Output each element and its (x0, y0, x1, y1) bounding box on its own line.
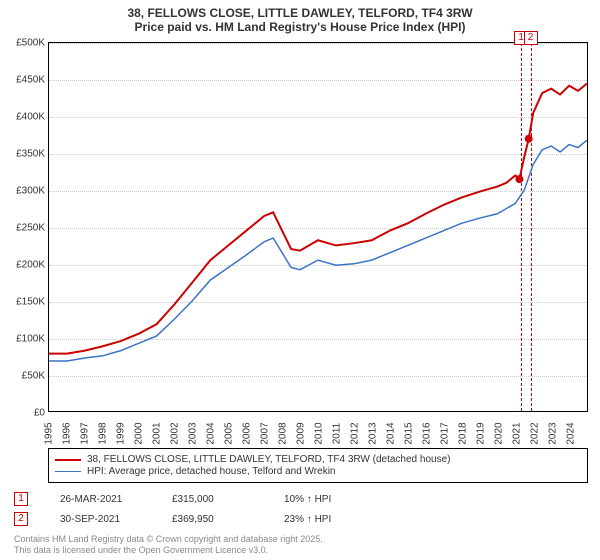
x-tick-label: 1998 (98, 422, 109, 444)
y-tick-label: £500K (1, 38, 45, 49)
footer-line-2: This data is licensed under the Open Gov… (14, 545, 323, 556)
chart-lines (49, 43, 587, 411)
legend-swatch (55, 471, 81, 472)
x-tick-label: 2005 (224, 422, 235, 444)
x-tick-label: 2006 (242, 422, 253, 444)
sale-price: £315,000 (172, 494, 252, 505)
legend-row: 38, FELLOWS CLOSE, LITTLE DAWLEY, TELFOR… (55, 454, 581, 465)
x-tick-label: 2021 (512, 422, 523, 444)
sale-date: 26-MAR-2021 (60, 494, 140, 505)
sale-point (525, 135, 533, 143)
x-tick-label: 2016 (422, 422, 433, 444)
sale-delta: 23% ↑ HPI (284, 514, 364, 525)
sale-index: 2 (14, 512, 28, 526)
sale-date: 30-SEP-2021 (60, 514, 140, 525)
legend-swatch (55, 459, 81, 461)
sale-row: 2 30-SEP-2021 £369,950 23% ↑ HPI (14, 512, 364, 526)
legend-label: HPI: Average price, detached house, Telf… (87, 466, 336, 477)
x-tick-label: 2020 (494, 422, 505, 444)
y-tick-label: £150K (1, 297, 45, 308)
series-line-property (49, 83, 587, 353)
footer: Contains HM Land Registry data © Crown c… (14, 534, 323, 556)
x-tick-label: 2014 (386, 422, 397, 444)
x-tick-label: 2011 (332, 423, 343, 445)
x-tick-label: 2012 (350, 422, 361, 444)
x-tick-label: 2000 (134, 422, 145, 444)
x-tick-label: 2007 (260, 422, 271, 444)
legend-row: HPI: Average price, detached house, Telf… (55, 466, 581, 477)
x-tick-label: 2004 (206, 422, 217, 444)
sale-delta: 10% ↑ HPI (284, 494, 364, 505)
sale-index: 1 (14, 492, 28, 506)
y-tick-label: £350K (1, 149, 45, 160)
x-tick-label: 2010 (314, 422, 325, 444)
legend: 38, FELLOWS CLOSE, LITTLE DAWLEY, TELFOR… (48, 448, 588, 483)
x-tick-label: 2008 (278, 422, 289, 444)
x-tick-label: 2002 (170, 422, 181, 444)
footer-line-1: Contains HM Land Registry data © Crown c… (14, 534, 323, 545)
x-tick-label: 2003 (188, 422, 199, 444)
y-tick-label: £100K (1, 334, 45, 345)
x-tick-label: 2019 (476, 422, 487, 444)
x-tick-label: 2023 (548, 422, 559, 444)
x-tick-label: 2018 (458, 422, 469, 444)
y-tick-label: £200K (1, 260, 45, 271)
y-tick-label: £300K (1, 186, 45, 197)
y-tick-label: £0 (1, 408, 45, 419)
sale-price: £369,950 (172, 514, 252, 525)
sales-table: 1 26-MAR-2021 £315,000 10% ↑ HPI 2 30-SEP-202… (14, 492, 364, 532)
x-tick-label: 1996 (62, 422, 73, 444)
y-tick-label: £250K (1, 223, 45, 234)
x-tick-label: 2009 (296, 422, 307, 444)
chart-title: 38, FELLOWS CLOSE, LITTLE DAWLEY, TELFOR… (0, 0, 600, 34)
title-line-2: Price paid vs. HM Land Registry's House … (0, 20, 600, 34)
series-line-hpi (49, 140, 587, 361)
sale-row: 1 26-MAR-2021 £315,000 10% ↑ HPI (14, 492, 364, 506)
sale-point (515, 175, 523, 183)
x-tick-label: 2022 (530, 422, 541, 444)
legend-label: 38, FELLOWS CLOSE, LITTLE DAWLEY, TELFOR… (87, 454, 450, 465)
price-chart: £0£50K£100K£150K£200K£250K£300K£350K£400… (48, 42, 588, 412)
x-tick-label: 2001 (152, 422, 163, 444)
x-tick-label: 2015 (404, 422, 415, 444)
y-tick-label: £400K (1, 112, 45, 123)
x-tick-label: 1995 (44, 422, 55, 444)
title-line-1: 38, FELLOWS CLOSE, LITTLE DAWLEY, TELFOR… (0, 6, 600, 20)
x-tick-label: 2024 (566, 422, 577, 444)
x-tick-label: 2013 (368, 422, 379, 444)
y-tick-label: £50K (1, 371, 45, 382)
y-tick-label: £450K (1, 75, 45, 86)
x-tick-label: 2017 (440, 422, 451, 444)
x-tick-label: 1997 (80, 422, 91, 444)
x-tick-label: 1999 (116, 422, 127, 444)
